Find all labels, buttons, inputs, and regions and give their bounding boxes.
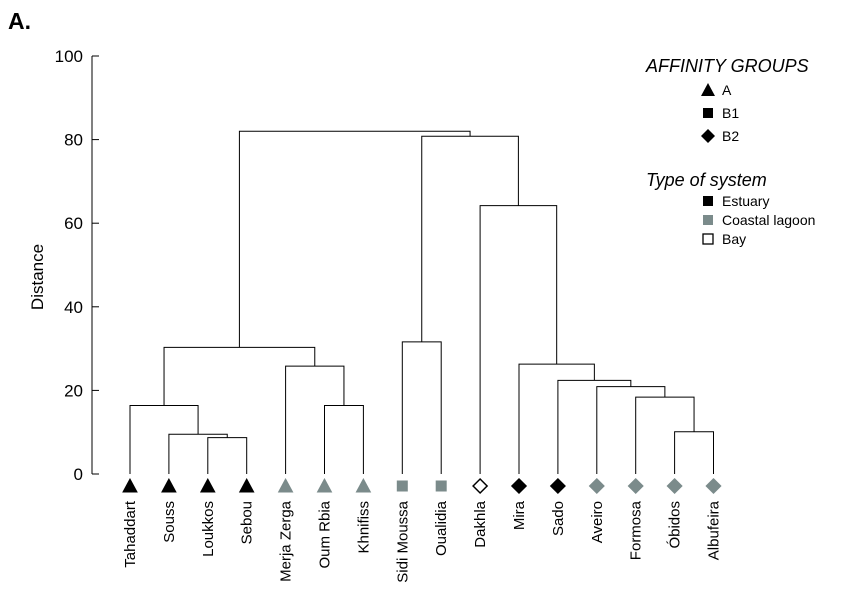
dendrogram-link [479,205,558,474]
dendrogram-link [163,346,316,406]
dendrogram-link [238,130,471,348]
leaf-marker [396,480,408,492]
system-legend-item-swatch [702,233,714,245]
affinity-legend-item-swatch [703,108,713,118]
leaf-marker [510,477,528,495]
affinity-legend-item-label: A [722,82,732,98]
leaf-marker [627,477,644,495]
leaf-marker [588,477,605,495]
leaf-label: Dakhla [472,500,489,547]
dendrogram-link [324,404,364,474]
leaf-label: Formosa [628,500,645,560]
system-legend-title: Type of system [646,170,767,190]
leaf-label: Sado [550,501,567,536]
affinity-legend-title: AFFINITY GROUPS [646,56,809,76]
y-tick-label: 20 [64,381,83,400]
y-tick-label: 80 [64,131,83,150]
leaf-label: Loukkos [200,501,217,557]
leaf-label: Souss [161,501,178,543]
system-legend-item: Coastal lagoon [700,211,815,229]
leaf-label: Tahaddart [122,500,139,568]
leaf-label: Oualidia [433,500,450,556]
system-legend-item-label: Coastal lagoon [722,212,816,228]
system-legend-item: Bay [700,230,746,248]
leaf-label: Sidi Moussa [394,500,411,582]
dendrogram-link [129,404,199,474]
affinity-legend-item-swatch [701,83,715,96]
system-legend-item-swatch [703,215,713,225]
y-tick-label: 60 [64,214,83,233]
leaf-label: Khnifiss [355,501,372,554]
system-legend-item-swatch [703,196,713,206]
affinity-legend-item-swatch [701,129,715,143]
dendrogram-link [421,135,519,342]
leaf-marker [472,477,489,495]
leaf-marker [435,480,447,492]
leaf-label: Albufeira [706,500,723,560]
dendrogram-link [596,386,666,474]
leaf-marker [122,477,138,493]
panel-label: A. [8,8,31,34]
system-legend-item-label: Estuary [722,193,770,209]
dendrogram-link [635,396,695,474]
dendrogram-link [401,341,442,474]
y-tick-label: 40 [64,298,83,317]
y-axis-label: Distance [28,244,47,310]
affinity-legend-item-label: B1 [722,105,740,121]
leaf-marker [316,477,333,493]
y-tick-label: 0 [74,465,83,484]
affinity-legend-item: A [700,81,731,99]
y-tick-label: 100 [55,47,83,66]
leaf-marker [666,477,683,495]
system-legend-item: Estuary [700,192,769,210]
dendrogram-link [285,365,345,474]
leaf-marker [355,477,372,493]
affinity-legend-item: B1 [700,104,739,122]
leaf-label: Sebou [239,501,256,544]
leaf-label: Aveiro [589,501,606,543]
dendrogram-link [674,431,714,474]
system-legend-item-label: Bay [722,231,747,247]
leaf-label: Oum Rbia [317,500,334,568]
leaf-marker [199,477,216,493]
leaf-marker [238,477,255,493]
leaf-marker [277,477,294,493]
leaf-marker [549,477,566,495]
affinity-legend-item: B2 [700,127,739,145]
leaf-marker [705,477,722,495]
leaf-label: Mira [511,500,528,530]
dendrogram-link [168,433,228,474]
leaf-label: Óbidos [667,501,684,549]
affinity-legend-item-label: B2 [722,128,740,144]
dendrogram-link [557,379,632,474]
leaf-marker [161,477,177,493]
leaf-label: Merja Zerga [278,500,295,582]
dendrogram-link [207,437,248,474]
